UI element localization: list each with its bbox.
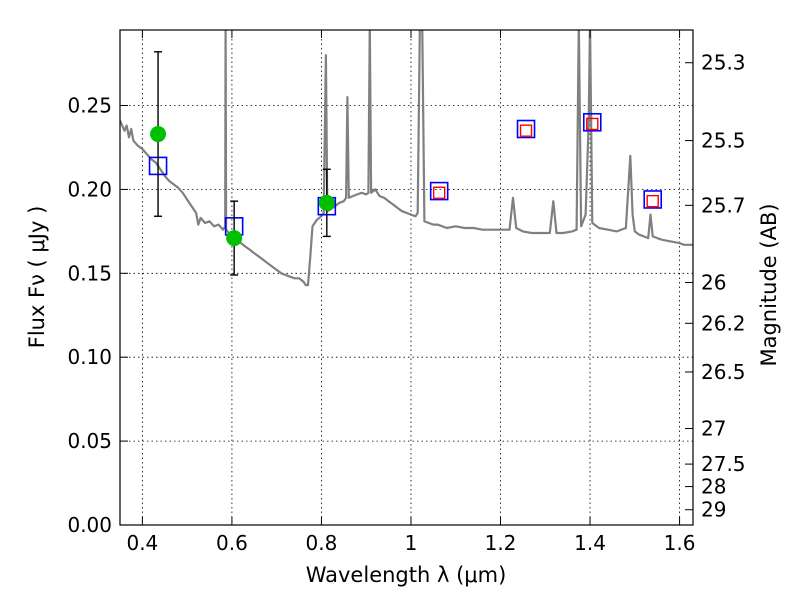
x-tick-label: 1.2 [485, 531, 517, 555]
y-right-tick-label: 25.5 [701, 129, 746, 153]
model-flux-red-square [519, 124, 533, 137]
y-tick-label: 0.10 [67, 345, 112, 369]
x-tick-label: 0.4 [126, 531, 158, 555]
x-tick-label: 1 [405, 531, 418, 555]
y-tick-label: 0.20 [67, 177, 112, 201]
x-tick-label: 1.4 [574, 531, 606, 555]
y-right-tick-label: 28 [701, 475, 726, 499]
y-right-axis-title: Magnitude (AB) [757, 203, 781, 366]
x-tick-label: 0.8 [306, 531, 338, 555]
plot-frame [119, 29, 694, 526]
y-right-tick-label: 25.3 [701, 51, 746, 75]
y-tick-label: 0.05 [67, 429, 112, 453]
model-flux-blue-square [429, 181, 449, 201]
observed-flux-point [226, 230, 243, 247]
x-axis-title: Wavelength λ (μm) [306, 563, 507, 587]
grid [120, 30, 693, 526]
y-right-tick-label: 26 [701, 271, 726, 295]
y-axis-title: Flux Fν ( μJy ) [25, 206, 49, 349]
y-right-tick-label: 27.5 [701, 452, 746, 476]
points-layer [148, 51, 663, 276]
model-spectrum-line [120, 30, 693, 287]
ticks [120, 30, 693, 526]
y-tick-label: 0.15 [67, 261, 112, 285]
x-tick-label: 0.6 [216, 531, 248, 555]
model-flux-red-square [586, 117, 599, 131]
y-right-tick-label: 26.5 [701, 360, 746, 384]
tick-labels: 0.4 0.6 0.8 1 1.2 1.4 1.6 0.00 0.05 0.10 0.15 0.20 0… [67, 51, 745, 555]
y-right-tick-label: 25.7 [701, 193, 746, 217]
model-flux-blue-square [582, 112, 602, 132]
model-flux-red-square [646, 194, 659, 208]
model-flux-blue-square [516, 119, 536, 139]
y-right-tick-label: 29 [701, 498, 726, 522]
observed-flux-point [318, 194, 335, 211]
model-flux-red-square [432, 186, 446, 199]
y-tick-label: 0.25 [67, 94, 112, 118]
y-right-tick-label: 27 [701, 417, 726, 441]
model-flux-blue-square [643, 190, 663, 209]
observed-flux-point [150, 126, 167, 143]
y-tick-label: 0.00 [67, 513, 112, 537]
y-right-tick-label: 26.2 [701, 311, 746, 335]
x-tick-label: 1.6 [664, 531, 696, 555]
spectrum-layer [120, 30, 693, 287]
